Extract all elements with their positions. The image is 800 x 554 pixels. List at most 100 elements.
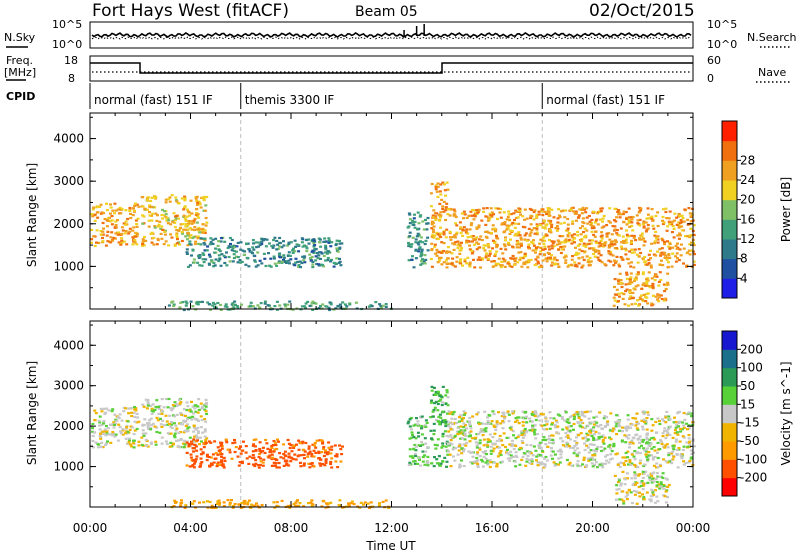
colorbar-cell: [722, 121, 737, 142]
echo-cell: [167, 397, 171, 401]
echo-cell: [124, 223, 128, 226]
echo-cell: [666, 431, 670, 435]
echo-cell: [442, 183, 446, 186]
echo-cell: [304, 306, 307, 310]
echo-cell: [487, 246, 491, 249]
echo-cell: [511, 430, 515, 433]
echo-cell: [452, 208, 456, 211]
echo-cell: [257, 464, 260, 467]
echo-cell: [311, 260, 315, 264]
echo-cell: [273, 236, 277, 239]
echo-cell: [419, 214, 423, 217]
echo-cell: [204, 405, 208, 408]
echo-cell: [617, 419, 621, 422]
echo-cell: [605, 234, 609, 237]
echo-cell: [509, 428, 513, 431]
echo-cell: [175, 235, 179, 238]
echo-cell: [458, 444, 462, 447]
echo-cell: [517, 251, 521, 254]
echo-cell: [132, 442, 135, 445]
echo-cell: [641, 488, 645, 491]
echo-cell: [676, 466, 680, 469]
echo-cell: [475, 453, 479, 456]
echo-cell: [517, 448, 521, 451]
echo-cell: [682, 463, 686, 466]
echo-cell: [143, 235, 146, 239]
echo-cell: [550, 208, 554, 211]
echo-cell: [118, 430, 122, 433]
echo-cell: [535, 213, 539, 216]
echo-cell: [185, 418, 189, 421]
echo-cell: [483, 410, 487, 413]
cpid-segment-label: normal (fast) 151 IF: [94, 93, 213, 107]
echo-cell: [182, 446, 186, 449]
echo-cell: [164, 198, 168, 201]
echo-cell: [689, 227, 693, 230]
echo-cell: [592, 226, 596, 229]
echo-cell: [643, 463, 647, 466]
echo-cell: [621, 297, 625, 300]
echo-cell: [200, 407, 204, 410]
echo-cell: [588, 247, 592, 250]
echo-cell: [196, 261, 200, 264]
echo-cell: [420, 424, 424, 428]
echo-cell: [593, 235, 597, 238]
echo-cell: [267, 252, 270, 255]
echo-cell: [491, 410, 495, 413]
echo-cell: [457, 449, 461, 452]
echo-cell: [444, 394, 448, 397]
echo-cell: [666, 240, 669, 243]
echo-cell: [693, 253, 696, 256]
echo-cell: [134, 235, 138, 238]
cpid-segment-label: themis 3300 IF: [245, 93, 335, 107]
echo-cell: [440, 263, 444, 266]
echo-cell: [625, 233, 629, 236]
echo-cell: [164, 229, 167, 232]
echo-cell: [468, 423, 472, 426]
echo-cell: [665, 229, 669, 232]
echo-cell: [672, 236, 676, 239]
echo-cell: [625, 223, 629, 226]
echo-cell: [629, 265, 633, 268]
echo-cell: [663, 240, 666, 243]
echo-cell: [586, 260, 590, 264]
echo-cell: [167, 219, 171, 222]
echo-cell: [640, 419, 644, 422]
echo-cell: [367, 305, 371, 308]
echo-cell: [469, 435, 472, 438]
echo-cell: [618, 465, 622, 468]
echo-cell: [443, 430, 447, 433]
echo-cell: [299, 465, 303, 468]
echo-cell: [677, 448, 681, 451]
echo-cell: [327, 237, 331, 240]
echo-cell: [595, 249, 599, 252]
echo-cell: [589, 223, 593, 226]
echo-cell: [156, 214, 159, 217]
echo-cell: [187, 220, 191, 223]
echo-cell: [249, 506, 253, 509]
y-tick-label: 4000: [53, 338, 84, 352]
echo-cell: [625, 498, 629, 501]
echo-cell: [409, 428, 413, 431]
echo-cell: [632, 455, 636, 458]
echo-cell: [169, 407, 173, 410]
echo-cell: [146, 421, 150, 424]
echo-cell: [190, 418, 194, 421]
echo-cell: [93, 244, 97, 248]
echo-cell: [582, 242, 586, 245]
echo-cell: [417, 222, 421, 225]
echo-cell: [450, 443, 454, 446]
echo-cell: [682, 220, 686, 223]
y-tick-label: 3000: [53, 174, 84, 188]
echo-cell: [666, 265, 670, 269]
echo-cell: [532, 244, 536, 247]
echo-cell: [148, 419, 152, 422]
x-tick-label: 00:00: [73, 521, 108, 535]
echo-cell: [218, 452, 222, 455]
echo-cell: [184, 235, 188, 238]
echo-cell: [447, 208, 451, 211]
echo-cell: [650, 437, 654, 440]
echo-cell: [448, 412, 452, 415]
echo-cell: [193, 426, 196, 430]
echo-cell: [601, 466, 605, 469]
